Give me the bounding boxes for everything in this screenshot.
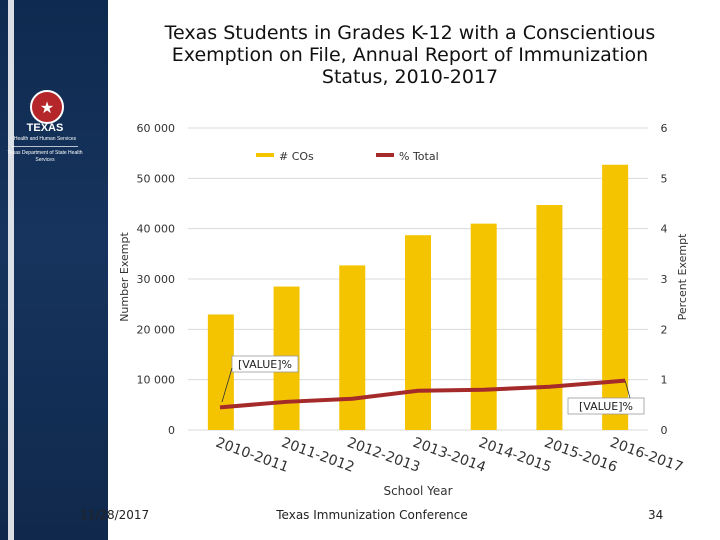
legend-swatch-total: [376, 153, 394, 157]
bar: [470, 223, 497, 430]
y-axis-title: Number Exempt: [118, 232, 131, 322]
bar: [536, 205, 563, 430]
legend-label-total: % Total: [399, 150, 439, 163]
sidebar-stripe: [8, 0, 14, 540]
y-tick-label: 20 000: [137, 323, 176, 336]
logo-divider: [12, 146, 78, 147]
x-tick-label: 2012-2013: [345, 435, 422, 476]
data-label-callout: [221, 367, 233, 403]
logo-department: Texas Department of State Health Service…: [7, 150, 83, 163]
data-label-first: [VALUE]%: [238, 358, 292, 371]
logo-subtitle: Health and Human Services: [13, 136, 77, 142]
data-label-box: [231, 355, 299, 373]
legend-label-cos: # COs: [279, 150, 314, 163]
y-tick-label: 10 000: [137, 374, 176, 387]
x-tick-label: 2013-2014: [411, 435, 488, 476]
x-axis-title: School Year: [383, 484, 452, 498]
legend: # COs % Total: [256, 150, 439, 163]
y2-tick-label: 3: [661, 273, 668, 286]
data-label-last: [VALUE]%: [579, 400, 633, 413]
data-labels: [VALUE]% [VALUE]%: [221, 355, 645, 415]
y2-tick-label: 2: [661, 323, 668, 336]
page-title: Texas Students in Grades K-12 with a Con…: [164, 22, 656, 88]
y-tick-label: 0: [168, 424, 175, 437]
y-tick-label: 60 000: [137, 122, 176, 135]
footer-conference: Texas Immunization Conference: [276, 508, 468, 522]
y-tick-label: 50 000: [137, 172, 176, 185]
y2-axis-title: Percent Exempt: [676, 233, 689, 320]
x-tick-label: 2016-2017: [608, 435, 685, 476]
y-tick-label: 30 000: [137, 273, 176, 286]
sidebar: ★ TEXAS Health and Human Services Texas …: [0, 0, 108, 540]
footer-date: 11/28/2017: [80, 508, 150, 522]
bar: [207, 314, 234, 430]
x-tick-label: 2011-2012: [279, 435, 356, 476]
bar: [405, 235, 431, 430]
x-axis-ticks: 2010-20112011-20122012-20132013-20142014…: [213, 435, 684, 476]
data-label-callout: [624, 380, 631, 399]
legend-swatch-cos: [256, 153, 274, 157]
y2-tick-label: 5: [661, 172, 668, 185]
y2-tick-label: 4: [661, 223, 668, 236]
y2-tick-label: 1: [661, 374, 668, 387]
y-axis-ticks: 0 10 000 20 000 30 000 40 000 50 000 60 000: [137, 122, 176, 437]
x-tick-label: 2015-2016: [542, 435, 619, 476]
texas-star-icon: ★: [30, 90, 64, 124]
bar: [602, 164, 629, 430]
bar: [339, 265, 366, 430]
y-tick-label: 40 000: [137, 223, 176, 236]
x-tick-label: 2014-2015: [476, 435, 553, 476]
data-label-box: [567, 397, 645, 415]
grid-lines: [188, 127, 648, 431]
y2-tick-label: 0: [661, 424, 668, 437]
y2-axis-ticks: 0 1 2 3 4 5 6: [661, 122, 668, 437]
footer-page-number: 34: [648, 508, 664, 522]
logo-title: TEXAS: [26, 122, 64, 134]
line-series: [219, 378, 626, 410]
x-tick-label: 2010-2011: [213, 435, 290, 476]
y2-tick-label: 6: [661, 122, 668, 135]
